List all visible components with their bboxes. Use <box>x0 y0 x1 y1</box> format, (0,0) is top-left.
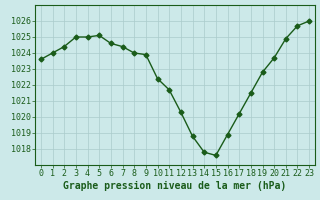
X-axis label: Graphe pression niveau de la mer (hPa): Graphe pression niveau de la mer (hPa) <box>63 181 287 191</box>
